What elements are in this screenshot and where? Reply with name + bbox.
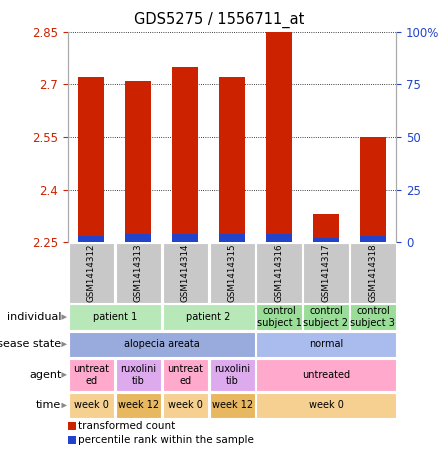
Text: disease state: disease state <box>0 339 61 349</box>
Text: ruxolini
tib: ruxolini tib <box>214 364 250 386</box>
Text: control
subject 3: control subject 3 <box>350 306 396 328</box>
Bar <box>266 32 292 242</box>
Text: normal: normal <box>309 339 343 349</box>
Text: GSM1414317: GSM1414317 <box>321 244 331 302</box>
Bar <box>360 137 386 242</box>
Text: GSM1414315: GSM1414315 <box>228 244 237 302</box>
Text: week 0: week 0 <box>168 400 203 410</box>
Text: untreated: untreated <box>302 370 350 380</box>
Text: GSM1414318: GSM1414318 <box>368 244 378 302</box>
Text: individual: individual <box>7 312 61 322</box>
Bar <box>266 234 292 242</box>
Bar <box>219 77 245 242</box>
Bar <box>78 77 104 242</box>
Text: GSM1414316: GSM1414316 <box>275 244 283 302</box>
Bar <box>172 234 198 242</box>
Text: untreat
ed: untreat ed <box>73 364 110 386</box>
Text: week 12: week 12 <box>118 400 159 410</box>
Text: patient 2: patient 2 <box>187 312 231 322</box>
Text: control
subject 1: control subject 1 <box>257 306 301 328</box>
Text: control
subject 2: control subject 2 <box>304 306 349 328</box>
Bar <box>219 234 245 242</box>
Text: GSM1414313: GSM1414313 <box>134 244 143 302</box>
Text: alopecia areata: alopecia areata <box>124 339 200 349</box>
Bar <box>313 238 339 242</box>
Bar <box>360 236 386 242</box>
Text: week 12: week 12 <box>212 400 253 410</box>
Text: percentile rank within the sample: percentile rank within the sample <box>78 435 254 445</box>
Text: agent: agent <box>29 370 61 380</box>
Text: GSM1414312: GSM1414312 <box>87 244 96 302</box>
Text: week 0: week 0 <box>308 400 343 410</box>
Bar <box>172 67 198 242</box>
Text: GDS5275 / 1556711_at: GDS5275 / 1556711_at <box>134 11 304 28</box>
Text: time: time <box>36 400 61 410</box>
Text: GSM1414314: GSM1414314 <box>181 244 190 302</box>
Bar <box>78 236 104 242</box>
Text: untreat
ed: untreat ed <box>167 364 203 386</box>
Text: transformed count: transformed count <box>78 421 175 431</box>
Bar <box>313 214 339 242</box>
Bar <box>125 234 151 242</box>
Bar <box>125 81 151 242</box>
Text: ruxolini
tib: ruxolini tib <box>120 364 156 386</box>
Text: week 0: week 0 <box>74 400 109 410</box>
Text: patient 1: patient 1 <box>93 312 137 322</box>
